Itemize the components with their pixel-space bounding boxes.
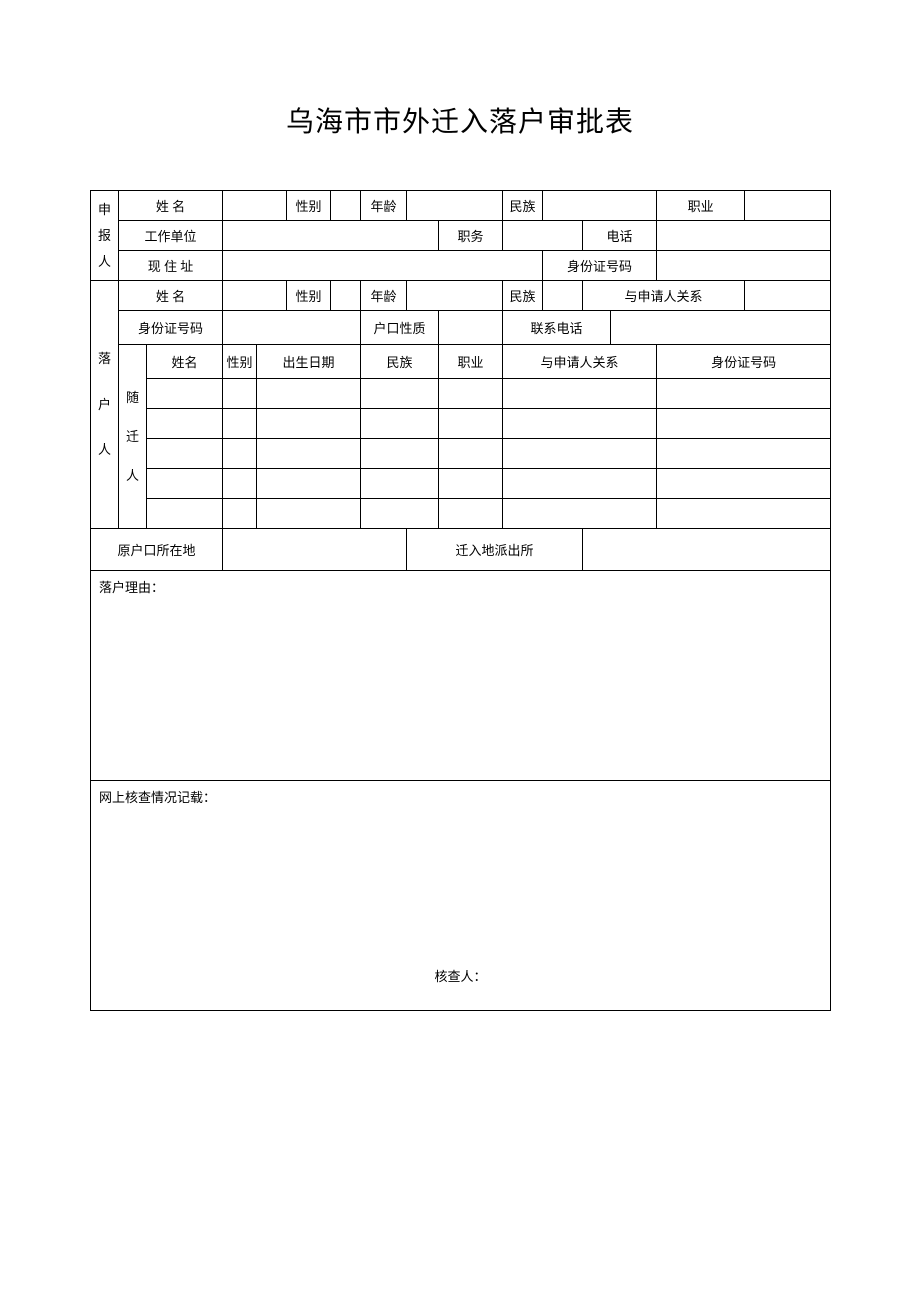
table-cell bbox=[439, 499, 503, 529]
table-cell bbox=[657, 439, 831, 469]
settler-relation-label: 与申请人关系 bbox=[583, 281, 745, 311]
table-cell bbox=[257, 469, 361, 499]
accompany-section-label: 随 迁 人 bbox=[119, 345, 147, 529]
table-cell bbox=[223, 409, 257, 439]
settler-id-label: 身份证号码 bbox=[119, 311, 223, 345]
applicant-workunit-value bbox=[223, 221, 439, 251]
settler-relation-value bbox=[745, 281, 831, 311]
form-title: 乌海市市外迁入落户审批表 bbox=[90, 100, 830, 140]
table-cell bbox=[257, 379, 361, 409]
table-cell bbox=[147, 439, 223, 469]
applicant-workunit-label: 工作单位 bbox=[119, 221, 223, 251]
table-cell bbox=[439, 439, 503, 469]
table-cell bbox=[361, 439, 439, 469]
col-relation: 与申请人关系 bbox=[503, 345, 657, 379]
police-station-value bbox=[583, 529, 831, 571]
approval-form-table: 申 报 人 姓 名 性别 年龄 民族 职业 工作单位 职务 电话 现 bbox=[90, 190, 831, 1011]
police-station-label: 迁入地派出所 bbox=[407, 529, 583, 571]
reviewer-label: 核查人： bbox=[435, 966, 487, 985]
col-id: 身份证号码 bbox=[657, 345, 831, 379]
review-box: 网上核查情况记载： 核查人： bbox=[91, 781, 831, 1011]
col-gender: 性别 bbox=[223, 345, 257, 379]
table-cell bbox=[223, 499, 257, 529]
settler-hukou-label: 户口性质 bbox=[361, 311, 439, 345]
applicant-phone-value bbox=[657, 221, 831, 251]
settler-name-value bbox=[223, 281, 287, 311]
table-cell bbox=[361, 469, 439, 499]
settler-contact-label: 联系电话 bbox=[503, 311, 611, 345]
applicant-id-label: 身份证号码 bbox=[543, 251, 657, 281]
table-cell bbox=[147, 379, 223, 409]
table-cell bbox=[257, 439, 361, 469]
settler-ethnicity-value bbox=[543, 281, 583, 311]
col-name: 姓名 bbox=[147, 345, 223, 379]
table-cell bbox=[657, 409, 831, 439]
applicant-section-label: 申 报 人 bbox=[91, 191, 119, 281]
table-cell bbox=[657, 469, 831, 499]
applicant-name-label: 姓 名 bbox=[119, 191, 223, 221]
origin-value bbox=[223, 529, 407, 571]
table-cell bbox=[503, 469, 657, 499]
table-cell bbox=[439, 379, 503, 409]
table-cell bbox=[361, 499, 439, 529]
col-occupation: 职业 bbox=[439, 345, 503, 379]
table-cell bbox=[257, 409, 361, 439]
applicant-gender-value bbox=[331, 191, 361, 221]
applicant-position-value bbox=[503, 221, 583, 251]
table-cell bbox=[361, 409, 439, 439]
applicant-position-label: 职务 bbox=[439, 221, 503, 251]
origin-label: 原户口所在地 bbox=[91, 529, 223, 571]
col-birth: 出生日期 bbox=[257, 345, 361, 379]
applicant-id-value bbox=[657, 251, 831, 281]
table-cell bbox=[147, 409, 223, 439]
table-cell bbox=[147, 499, 223, 529]
table-cell bbox=[223, 439, 257, 469]
applicant-age-value bbox=[407, 191, 503, 221]
table-cell bbox=[223, 379, 257, 409]
settler-gender-value bbox=[331, 281, 361, 311]
applicant-address-value bbox=[223, 251, 543, 281]
applicant-name-value bbox=[223, 191, 287, 221]
settler-age-label: 年龄 bbox=[361, 281, 407, 311]
applicant-gender-label: 性别 bbox=[287, 191, 331, 221]
settler-age-value bbox=[407, 281, 503, 311]
settler-id-value bbox=[223, 311, 361, 345]
table-cell bbox=[503, 409, 657, 439]
table-cell bbox=[223, 469, 257, 499]
applicant-ethnicity-label: 民族 bbox=[503, 191, 543, 221]
table-cell bbox=[439, 469, 503, 499]
applicant-phone-label: 电话 bbox=[583, 221, 657, 251]
applicant-occupation-value bbox=[745, 191, 831, 221]
col-ethnicity: 民族 bbox=[361, 345, 439, 379]
applicant-ethnicity-value bbox=[543, 191, 657, 221]
applicant-occupation-label: 职业 bbox=[657, 191, 745, 221]
table-cell bbox=[361, 379, 439, 409]
settler-hukou-value bbox=[439, 311, 503, 345]
table-cell bbox=[657, 379, 831, 409]
reason-box: 落户理由： bbox=[91, 571, 831, 781]
table-cell bbox=[503, 499, 657, 529]
table-cell bbox=[257, 499, 361, 529]
settler-ethnicity-label: 民族 bbox=[503, 281, 543, 311]
table-cell bbox=[503, 439, 657, 469]
table-cell bbox=[657, 499, 831, 529]
settler-section-label: 落 户 人 bbox=[91, 281, 119, 529]
settler-gender-label: 性别 bbox=[287, 281, 331, 311]
table-cell bbox=[439, 409, 503, 439]
applicant-address-label: 现 住 址 bbox=[119, 251, 223, 281]
applicant-age-label: 年龄 bbox=[361, 191, 407, 221]
table-cell bbox=[147, 469, 223, 499]
settler-contact-value bbox=[611, 311, 831, 345]
table-cell bbox=[503, 379, 657, 409]
settler-name-label: 姓 名 bbox=[119, 281, 223, 311]
